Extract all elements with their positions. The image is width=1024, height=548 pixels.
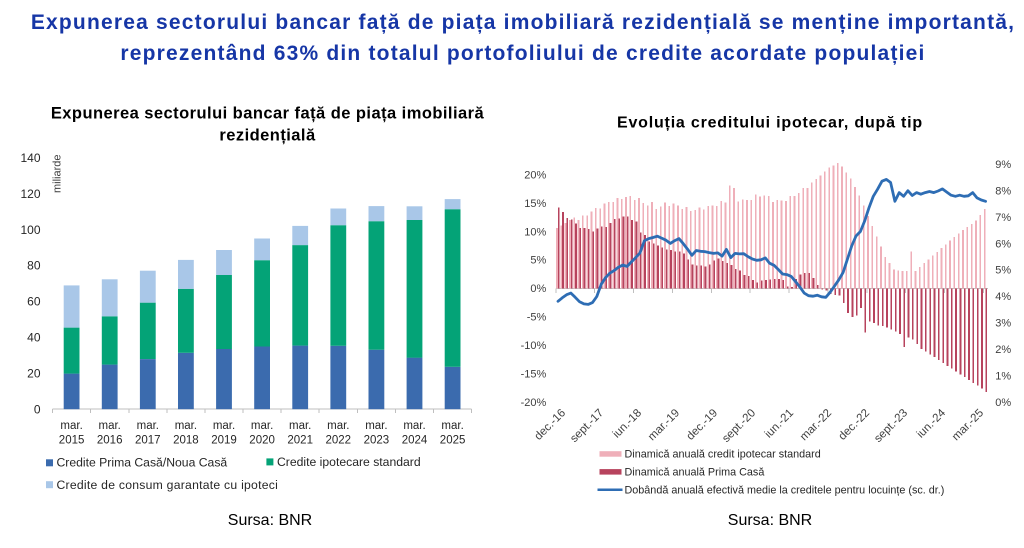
svg-text:20%: 20% bbox=[524, 169, 546, 181]
svg-text:2021: 2021 bbox=[287, 435, 313, 447]
svg-text:mar.: mar. bbox=[213, 420, 235, 432]
svg-text:0: 0 bbox=[34, 403, 41, 417]
svg-text:3%: 3% bbox=[995, 318, 1011, 330]
svg-text:mar.: mar. bbox=[327, 420, 349, 432]
svg-text:Sursa: BNR: Sursa: BNR bbox=[228, 512, 312, 529]
svg-text:60: 60 bbox=[27, 295, 41, 309]
svg-text:-10%: -10% bbox=[521, 340, 547, 352]
svg-text:8%: 8% bbox=[995, 185, 1011, 197]
svg-text:-5%: -5% bbox=[527, 312, 547, 324]
svg-text:140: 140 bbox=[20, 151, 40, 165]
svg-text:2024: 2024 bbox=[402, 435, 428, 447]
svg-text:6%: 6% bbox=[995, 238, 1011, 250]
svg-text:Credite de consum garantate cu: Credite de consum garantate cu ipoteci bbox=[57, 478, 279, 492]
svg-text:-20%: -20% bbox=[521, 397, 547, 409]
svg-text:mar.: mar. bbox=[251, 420, 273, 432]
svg-text:Dinamică anuală credit ipoteca: Dinamică anuală credit ipotecar standard bbox=[625, 449, 821, 461]
svg-text:mar.: mar. bbox=[403, 420, 425, 432]
svg-text:5%: 5% bbox=[995, 265, 1011, 277]
svg-text:rezidențială: rezidențială bbox=[219, 127, 316, 145]
svg-text:40: 40 bbox=[27, 331, 41, 345]
svg-text:mar.: mar. bbox=[60, 420, 82, 432]
svg-text:2015: 2015 bbox=[59, 435, 85, 447]
svg-text:20: 20 bbox=[27, 367, 41, 381]
svg-text:100: 100 bbox=[20, 223, 40, 237]
svg-text:10%: 10% bbox=[524, 226, 546, 238]
svg-text:mar.: mar. bbox=[175, 420, 197, 432]
svg-text:2016: 2016 bbox=[97, 435, 123, 447]
svg-text:9%: 9% bbox=[995, 159, 1011, 171]
svg-text:Expunerea sectorului bancar fa: Expunerea sectorului bancar față de piaț… bbox=[51, 105, 485, 123]
svg-text:Credite ipotecare standard: Credite ipotecare standard bbox=[277, 455, 421, 469]
svg-text:mar.: mar. bbox=[99, 420, 121, 432]
svg-text:2%: 2% bbox=[995, 344, 1011, 356]
svg-text:2023: 2023 bbox=[364, 435, 390, 447]
svg-text:2019: 2019 bbox=[211, 435, 237, 447]
svg-text:Evoluția creditului ipotecar,: Evoluția creditului ipotecar, după tip bbox=[617, 115, 923, 132]
svg-text:reprezentând 63% din totalul p: reprezentând 63% din totalul portofoliul… bbox=[120, 42, 925, 65]
svg-text:2025: 2025 bbox=[440, 435, 466, 447]
svg-text:80: 80 bbox=[27, 259, 41, 273]
svg-text:mar.: mar. bbox=[441, 420, 463, 432]
svg-text:2020: 2020 bbox=[249, 435, 275, 447]
svg-text:2022: 2022 bbox=[326, 435, 352, 447]
svg-text:5%: 5% bbox=[530, 255, 546, 267]
svg-text:miliarde: miliarde bbox=[52, 154, 64, 193]
svg-text:7%: 7% bbox=[995, 212, 1011, 224]
svg-text:mar.: mar. bbox=[365, 420, 387, 432]
svg-text:Sursa: BNR: Sursa: BNR bbox=[728, 512, 812, 529]
svg-text:Dobândă anuală efectivă medie: Dobândă anuală efectivă medie la credite… bbox=[625, 485, 945, 497]
svg-text:2017: 2017 bbox=[135, 435, 161, 447]
svg-text:1%: 1% bbox=[995, 371, 1011, 383]
svg-text:mar.: mar. bbox=[137, 420, 159, 432]
svg-text:-15%: -15% bbox=[521, 369, 547, 381]
svg-text:4%: 4% bbox=[995, 291, 1011, 303]
svg-text:mar.: mar. bbox=[289, 420, 311, 432]
svg-text:Expunerea sectorului bancar fa: Expunerea sectorului bancar față de piaț… bbox=[31, 11, 1015, 34]
svg-text:0%: 0% bbox=[995, 397, 1011, 409]
svg-text:0%: 0% bbox=[530, 283, 546, 295]
svg-text:Dinamică anuală Prima Casă: Dinamică anuală Prima Casă bbox=[625, 467, 765, 479]
svg-text:2018: 2018 bbox=[173, 435, 199, 447]
svg-text:120: 120 bbox=[20, 187, 40, 201]
svg-text:Credite Prima Casă/Noua Casă: Credite Prima Casă/Noua Casă bbox=[57, 455, 228, 469]
svg-text:15%: 15% bbox=[524, 198, 546, 210]
